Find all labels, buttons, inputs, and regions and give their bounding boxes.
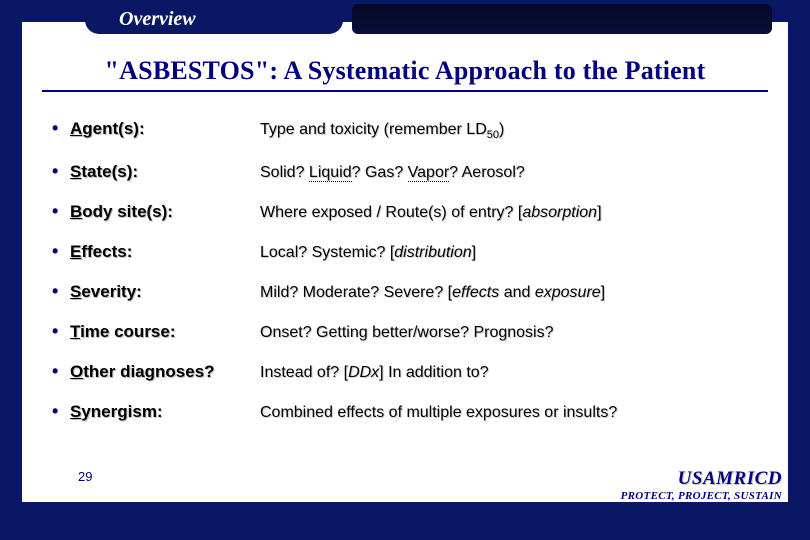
term-label: Other diagnoses? <box>70 362 260 382</box>
bullet-icon: • <box>52 401 70 422</box>
bullet-icon: • <box>52 201 70 222</box>
list-item: •Other diagnoses?Instead of? [DDx] In ad… <box>52 361 764 383</box>
bullet-icon: • <box>52 321 70 342</box>
list-item: •Time course:Onset? Getting better/worse… <box>52 321 764 343</box>
term-label: State(s): <box>70 162 260 182</box>
footer-motto: PROTECT, PROJECT, SUSTAIN <box>621 490 782 502</box>
header-strip <box>352 4 772 34</box>
bullet-icon: • <box>52 118 70 139</box>
term-label: Body site(s): <box>70 202 260 222</box>
term-label: Synergism: <box>70 402 260 422</box>
term-label: Time course: <box>70 322 260 342</box>
title-underline <box>42 90 768 92</box>
list-item: •State(s):Solid? Liquid? Gas? Vapor? Aer… <box>52 161 764 183</box>
bullet-icon: • <box>52 281 70 302</box>
title-block: "ASBESTOS": A Systematic Approach to the… <box>42 56 768 92</box>
term-description: Type and toxicity (remember LD50) <box>260 120 764 143</box>
term-description: Instead of? [DDx] In addition to? <box>260 363 764 383</box>
bullet-icon: • <box>52 241 70 262</box>
slide-page: Overview "ASBESTOS": A Systematic Approa… <box>22 22 788 502</box>
bullet-icon: • <box>52 361 70 382</box>
footer-org: USAMRICD <box>621 468 782 490</box>
term-description: Combined effects of multiple exposures o… <box>260 403 764 423</box>
content-list: •Agent(s):Type and toxicity (remember LD… <box>52 118 764 441</box>
slide-number: 29 <box>78 469 92 484</box>
list-item: •Agent(s):Type and toxicity (remember LD… <box>52 118 764 143</box>
list-item: •Synergism:Combined effects of multiple … <box>52 401 764 423</box>
term-description: Mild? Moderate? Severe? [effects and exp… <box>260 283 764 303</box>
list-item: •Severity:Mild? Moderate? Severe? [effec… <box>52 281 764 303</box>
term-label: Agent(s): <box>70 119 260 139</box>
term-description: Onset? Getting better/worse? Prognosis? <box>260 323 764 343</box>
list-item: •Effects:Local? Systemic? [distribution] <box>52 241 764 263</box>
term-description: Where exposed / Route(s) of entry? [abso… <box>260 203 764 223</box>
bullet-icon: • <box>52 161 70 182</box>
overview-tab: Overview <box>85 4 343 34</box>
term-label: Effects: <box>70 242 260 262</box>
list-item: •Body site(s):Where exposed / Route(s) o… <box>52 201 764 223</box>
term-label: Severity: <box>70 282 260 302</box>
slide-title: "ASBESTOS": A Systematic Approach to the… <box>42 56 768 86</box>
term-description: Solid? Liquid? Gas? Vapor? Aerosol? <box>260 163 764 183</box>
footer: USAMRICD PROTECT, PROJECT, SUSTAIN <box>621 468 782 502</box>
term-description: Local? Systemic? [distribution] <box>260 243 764 263</box>
